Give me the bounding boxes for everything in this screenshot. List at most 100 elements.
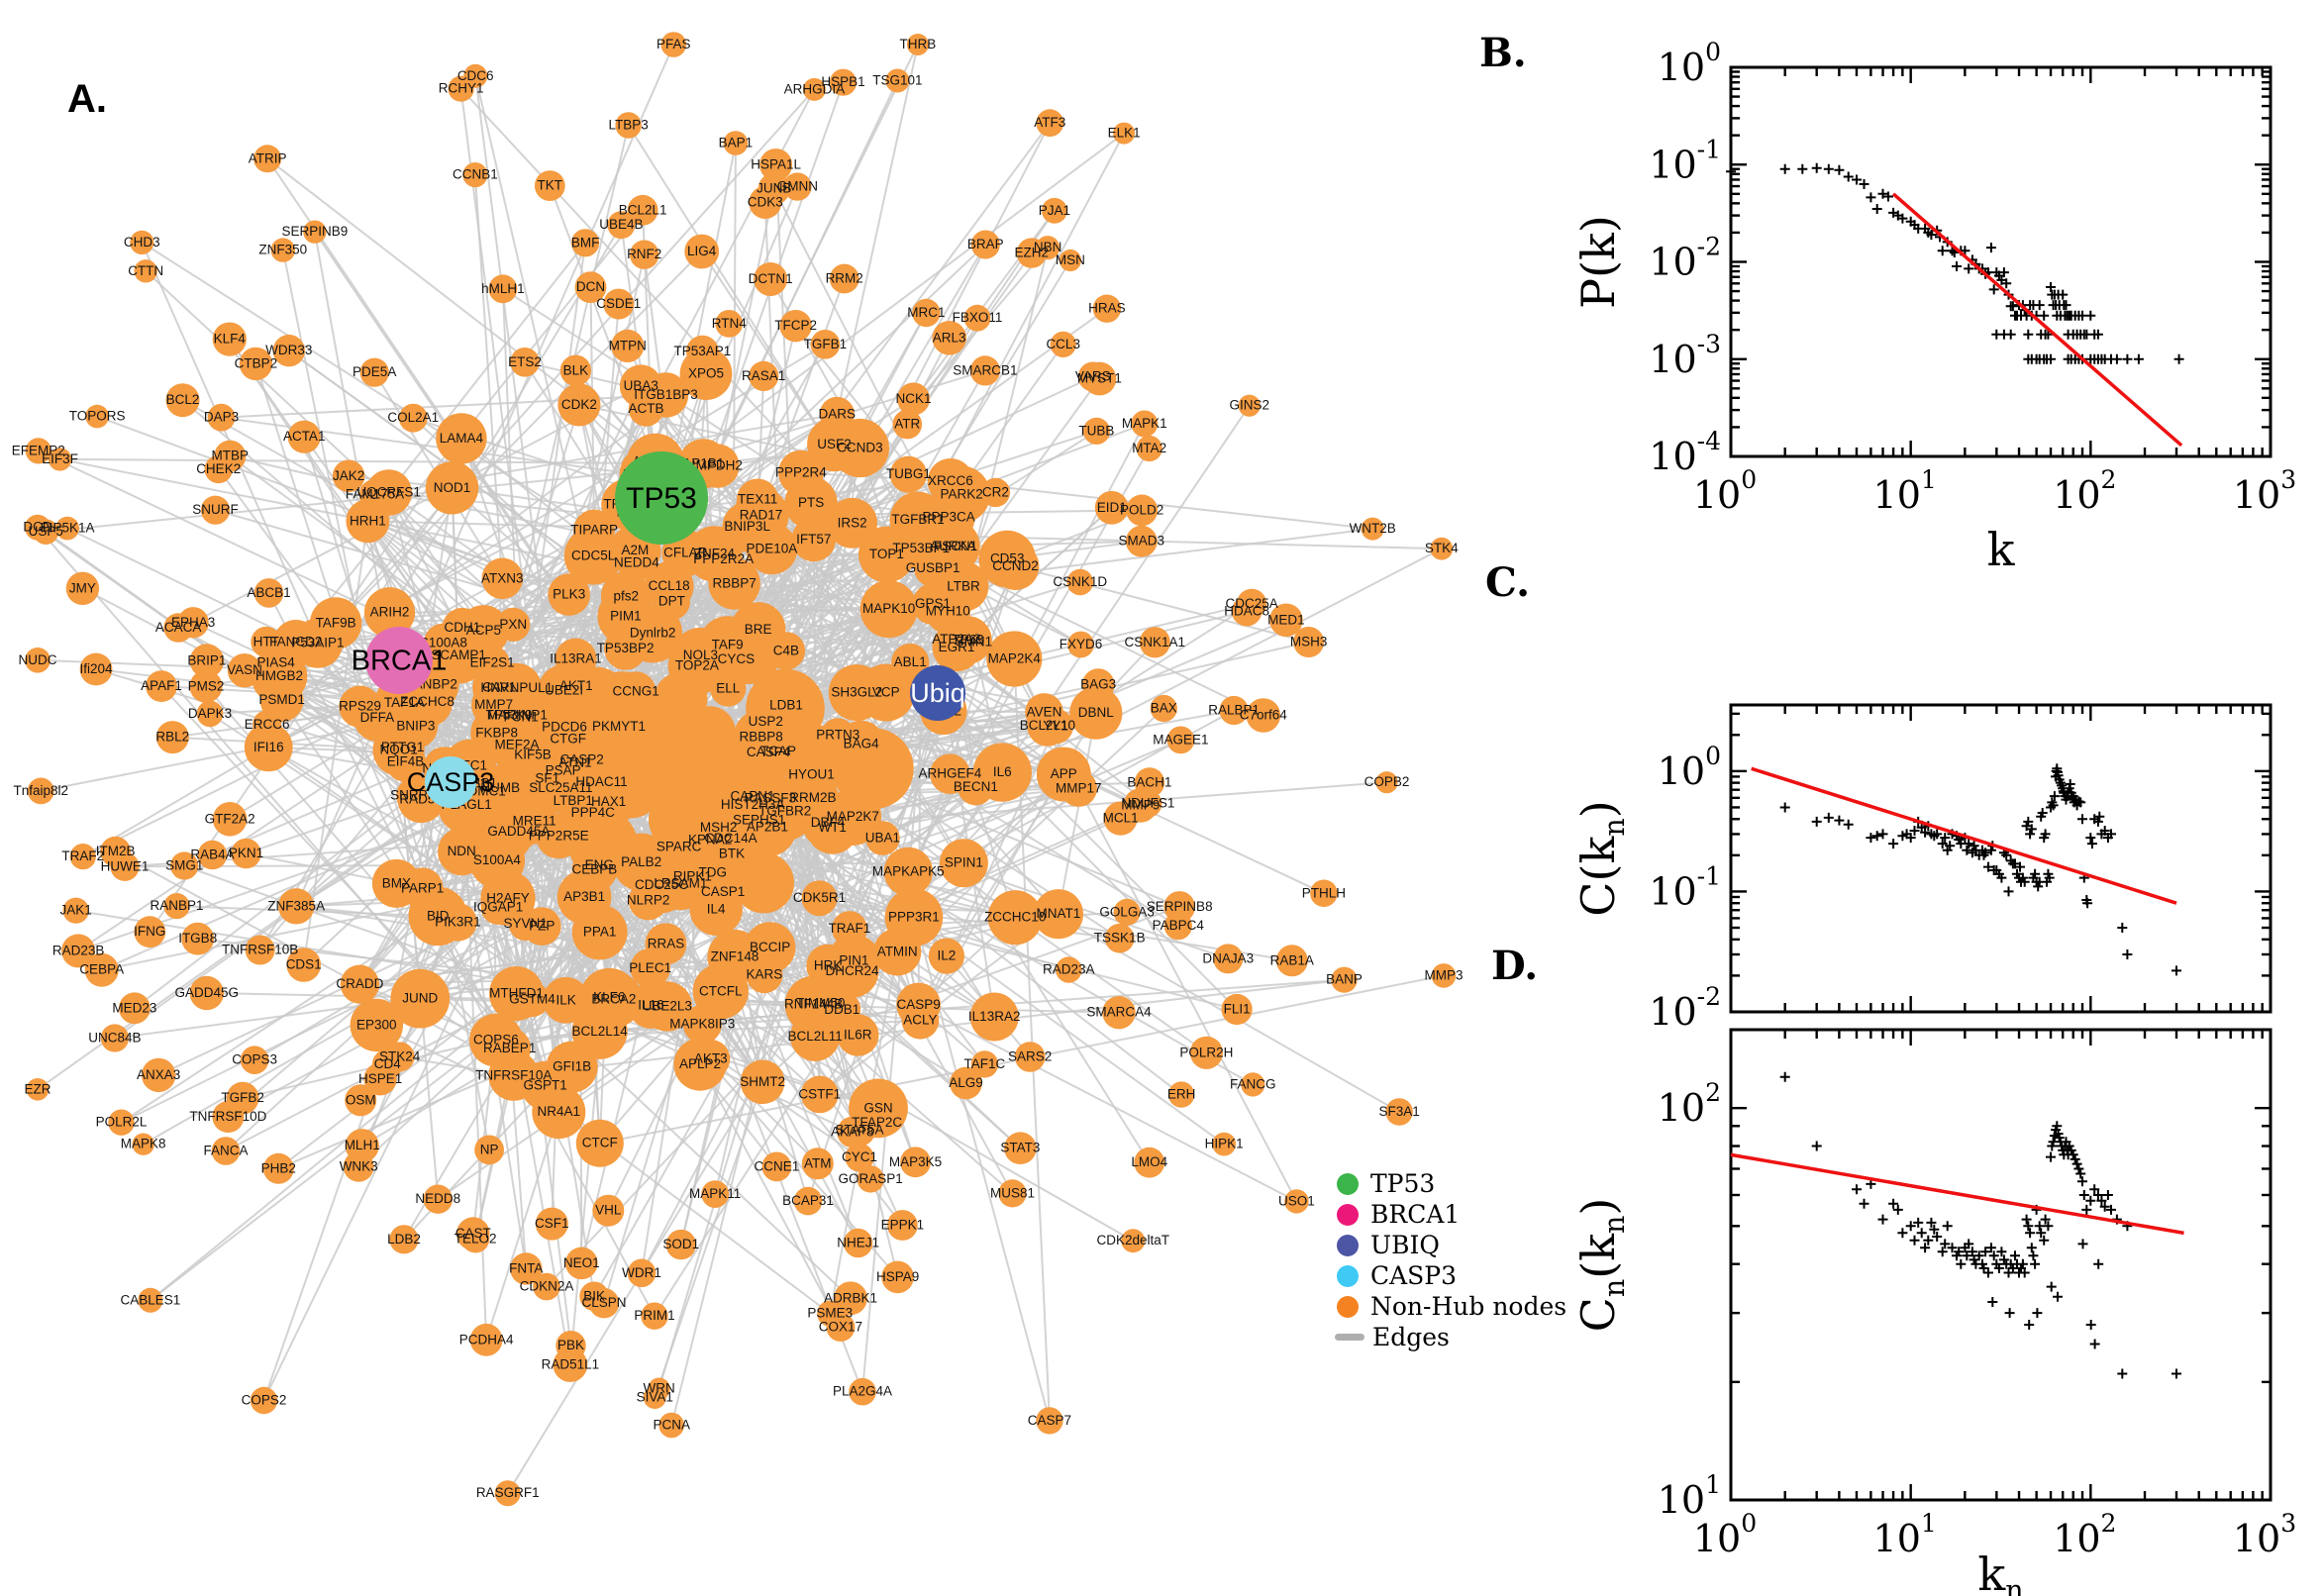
network-node-label: PPP2R2A [693, 551, 754, 566]
network-node-label: KPNA2 [688, 832, 732, 847]
network-node-label: ZNF350 [258, 243, 307, 257]
network-node-label: GMNN [777, 179, 818, 194]
network-node-label: SPIN1 [945, 855, 983, 870]
network-node [1092, 294, 1122, 323]
network-node-label: CDH1 [445, 620, 481, 635]
tick-label: 101 [1658, 1470, 1721, 1522]
network-node [250, 1386, 278, 1415]
network-node [1094, 490, 1129, 525]
network-node-label: COX17 [819, 1320, 862, 1335]
network-node-label: FANCG [1230, 1076, 1276, 1091]
network-node [425, 461, 479, 515]
network-edge [1077, 787, 1298, 1202]
network-node-label: SEPHS1 [733, 812, 785, 827]
network-node-label: AURKA [930, 539, 976, 553]
network-node-label: MTA2 [1132, 441, 1166, 455]
network-node-label: HYOU1 [788, 767, 835, 782]
network-node [784, 975, 843, 1034]
network-node [1213, 944, 1244, 974]
network-node-label: CDC6 [457, 68, 494, 83]
network-node [792, 755, 831, 794]
fit-line [1751, 766, 2177, 905]
network-node [245, 935, 275, 965]
network-node [262, 1152, 294, 1184]
network-node-label: CDK2deltaT [1097, 1233, 1170, 1247]
network-node-label: SMAD3 [1119, 534, 1165, 549]
network-node-label: ERCC6 [245, 717, 290, 732]
network-node-label: POLR2L [96, 1115, 148, 1130]
network-node-label: RAD23B [52, 943, 105, 957]
network-node [980, 477, 1011, 508]
network-node-label: PDE10A [747, 541, 798, 555]
network-node-label: RALBP1 [1208, 703, 1260, 718]
network-node [715, 310, 744, 338]
network-node-label: PIP5K1A [41, 521, 95, 536]
network-node [286, 948, 322, 982]
network-node [253, 578, 284, 608]
network-node-label: EPPK1 [881, 1218, 925, 1233]
network-node-label: STK4 [1425, 541, 1459, 555]
axis-ticks [1729, 1030, 2272, 1502]
network-node [1036, 747, 1091, 802]
network-node-label: MSN [1056, 252, 1085, 267]
network-node-label: RAD23A [1043, 962, 1095, 977]
network-node-label: NUMB [480, 780, 520, 795]
network-node [623, 603, 683, 663]
network-node-label: HRH1 [350, 513, 386, 528]
network-node [1113, 122, 1136, 145]
tick-label: 102 [2053, 465, 2116, 517]
network-node [746, 523, 798, 575]
network-node-label: RRM2 [826, 271, 863, 286]
panel-label-c: C. [1485, 559, 1531, 606]
network-node-label: IFI16 [253, 740, 284, 754]
network-node-label: BCL2L10 [1020, 718, 1075, 733]
network-node [761, 1151, 792, 1182]
network-node-label: TAF1A [384, 695, 425, 710]
network-node-label: EGR1 [939, 640, 975, 654]
network-edge [516, 243, 587, 746]
network-node-label: TNFRSF10D [189, 1109, 266, 1124]
network-node-label: MYH10 [926, 603, 970, 618]
network-node-label: TGFB2 [221, 1090, 264, 1105]
network-node [488, 274, 518, 304]
tick-label: 10-3 [1649, 330, 1721, 381]
network-node-label: RNF144B [784, 997, 843, 1012]
network-node-label: ILK [556, 992, 575, 1007]
network-node [695, 444, 740, 488]
network-edge [1014, 916, 1207, 1054]
network-node [1136, 435, 1162, 462]
network-node-label: USO1 [1278, 1193, 1315, 1208]
axis-ticks [1729, 705, 2272, 1014]
axis-title: Cn(kn) [1571, 1198, 1631, 1333]
network-node [686, 335, 719, 368]
network-node [65, 571, 100, 605]
network-node-label: CEBPB [572, 861, 618, 876]
network-edge [281, 249, 378, 719]
network-node-label: STAT3 [1000, 1141, 1040, 1155]
network-node [849, 1377, 876, 1406]
legend-label: Edges [1372, 1323, 1450, 1351]
network-node [494, 1480, 521, 1507]
network-node-label: TRAF1 [829, 921, 871, 936]
network-node [1121, 1229, 1146, 1253]
network-node-label: BAG4 [844, 736, 880, 750]
network-node-label: AVEN [1027, 704, 1062, 719]
network-node-label: HUWE1 [101, 858, 150, 873]
network-node-label: MAGEE1 [1153, 732, 1208, 747]
network-node [1025, 693, 1063, 732]
network-node-label: ARIH2 [370, 605, 410, 620]
network-node-label: RPS29 [339, 699, 381, 714]
network-node-label: SH3GL2 [831, 685, 882, 700]
network-node-label: BAX [1151, 701, 1177, 716]
network-node [211, 1137, 241, 1165]
network-node-label: PPP3R1 [888, 910, 940, 925]
network-node [200, 495, 231, 525]
network-node-label: NP [480, 1142, 499, 1156]
network-node-label: SMARCB1 [953, 362, 1017, 377]
network-edge [836, 44, 919, 415]
network-node-label: LAMA4 [440, 431, 484, 446]
network-node-label: PALB2 [621, 854, 661, 869]
network-node-label: RRM2B [789, 790, 836, 805]
network-node [559, 354, 592, 386]
network-node [543, 976, 589, 1024]
